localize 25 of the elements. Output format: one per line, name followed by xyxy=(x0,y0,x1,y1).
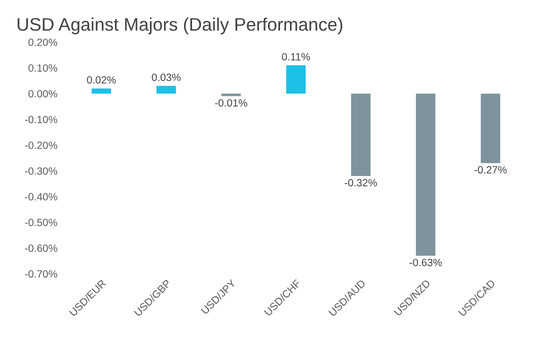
bar xyxy=(92,88,112,94)
y-tick-label: 0.00% xyxy=(28,90,58,98)
data-label: 0.11% xyxy=(282,53,310,60)
y-tick-label: -0.60% xyxy=(25,244,58,252)
bar xyxy=(286,65,306,94)
bar xyxy=(351,94,371,176)
y-tick-label: -0.20% xyxy=(25,142,58,149)
data-label: -0.01% xyxy=(215,99,248,107)
y-tick-label: -0.70% xyxy=(25,270,58,278)
data-label: -0.32% xyxy=(344,179,377,186)
bar xyxy=(480,94,500,164)
data-label: -0.63% xyxy=(410,258,442,266)
bar xyxy=(221,94,241,96)
y-tick-label: -0.10% xyxy=(25,116,58,124)
chart-title: USD Against Majors (Daily Performance) xyxy=(18,18,342,34)
y-tick-label: 0.10% xyxy=(28,64,58,72)
y-tick-label: -0.40% xyxy=(25,193,58,200)
y-tick-label: -0.30% xyxy=(25,167,58,175)
bar xyxy=(156,86,176,94)
data-label: -0.27% xyxy=(474,166,507,174)
y-tick-label: -0.50% xyxy=(25,218,58,226)
data-label: 0.03% xyxy=(152,74,181,82)
data-label: 0.02% xyxy=(87,76,116,84)
y-tick-label: 0.20% xyxy=(28,38,58,46)
bar xyxy=(416,94,436,256)
